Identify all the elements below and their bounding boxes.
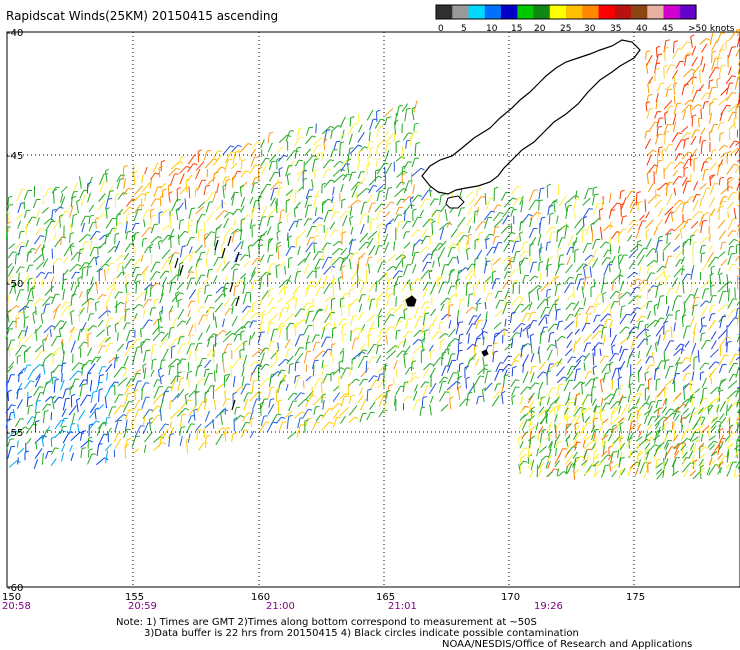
lat-label: -50	[7, 279, 23, 290]
new-zealand-landmass	[421, 39, 641, 195]
colorbar-swatch	[663, 5, 681, 19]
colorbar-swatch	[452, 5, 470, 19]
map-title: Rapidscat Winds(25KM) 20150415 ascending	[6, 9, 278, 23]
wind-speed-colorbar	[435, 4, 697, 20]
colorbar-swatch	[436, 5, 453, 19]
lat-lon-grid	[7, 32, 740, 587]
colorbar-tick-label: 20	[534, 24, 546, 34]
lon-label: 175	[626, 592, 645, 603]
colorbar-swatch	[533, 5, 551, 19]
lon-label: 150	[2, 592, 21, 603]
colorbar-border	[435, 4, 697, 20]
colorbar-tick-label: 15	[511, 24, 522, 34]
colorbar-tick-label: 30	[584, 24, 596, 34]
lat-label: -40	[7, 28, 23, 39]
colorbar-swatch	[631, 5, 648, 19]
map-frame	[6, 31, 740, 588]
campbell-island	[481, 349, 489, 357]
colorbar-tick-label: 45	[662, 24, 673, 34]
note-line-1: Note: 1) Times are GMT 2)Times along bot…	[116, 617, 537, 628]
stewart-island	[445, 195, 465, 209]
lon-label: 160	[251, 592, 270, 603]
colorbar-swatch	[549, 5, 567, 19]
colorbar-swatch	[484, 5, 502, 19]
lat-label: -60	[7, 583, 23, 594]
lon-label: 165	[376, 592, 395, 603]
time-label: 21:00	[266, 601, 295, 612]
colorbar-swatch	[679, 5, 697, 19]
colorbar-swatch	[582, 5, 600, 19]
credit-line: NOAA/NESDIS/Office of Research and Appli…	[442, 639, 692, 650]
wind-barbs-layer	[5, 28, 740, 480]
time-label: 20:59	[128, 601, 157, 612]
colorbar-swatch	[517, 5, 535, 19]
colorbar-tick-labels: 0 5 10 15 20 25 30 35 40 45 >50 knots	[438, 24, 735, 34]
colorbar-tick-label: 25	[560, 24, 571, 34]
colorbar-tick-label: 35	[610, 24, 621, 34]
colorbar-tick-label: 10	[486, 24, 498, 34]
colorbar-swatch	[468, 5, 486, 19]
colorbar-swatch	[614, 5, 632, 19]
colorbar-swatch	[501, 5, 518, 19]
lon-label: 155	[125, 592, 144, 603]
note-line-2: 3)Data buffer is 22 hrs from 20150415 4)…	[144, 628, 579, 639]
colorbar-tick-label: >50 knots	[688, 24, 735, 34]
auckland-islands	[405, 295, 417, 307]
colorbar-swatch	[647, 5, 665, 19]
colorbar-tick-label: 40	[636, 24, 648, 34]
lon-label: 170	[501, 592, 520, 603]
colorbar-swatch	[598, 5, 616, 19]
time-label: 21:01	[388, 601, 417, 612]
lat-label: -55	[7, 428, 23, 439]
lat-label: -45	[7, 151, 23, 162]
colorbar-tick-label: 5	[461, 24, 467, 34]
time-label: 19:26	[534, 601, 563, 612]
colorbar-swatch	[566, 5, 583, 19]
colorbar-tick-label: 0	[438, 24, 444, 34]
time-label: 20:58	[2, 601, 31, 612]
